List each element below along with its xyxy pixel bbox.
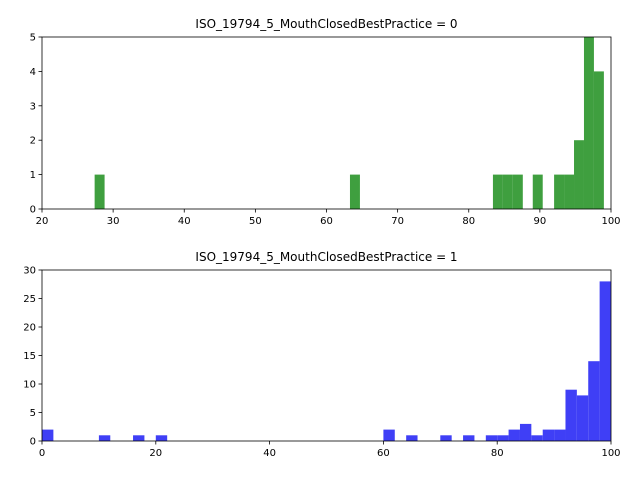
x-tick-label: 100 bbox=[601, 216, 620, 227]
histogram-mouth-closed-1: ISO_19794_5_MouthClosedBestPractice = 1 0… bbox=[23, 250, 620, 459]
y-tick-label: 15 bbox=[23, 351, 36, 362]
axes-frame bbox=[41, 269, 612, 442]
chart-title: ISO_19794_5_MouthClosedBestPractice = 0 bbox=[195, 17, 457, 31]
y-tick-label: 5 bbox=[30, 33, 36, 44]
x-tick-label: 20 bbox=[149, 448, 162, 459]
x-tick-label: 60 bbox=[320, 216, 333, 227]
histogram-bar bbox=[599, 281, 611, 441]
histogram-bar bbox=[574, 140, 584, 209]
histogram-bar bbox=[554, 429, 566, 441]
histogram-bar bbox=[406, 435, 418, 441]
x-tick-label: 60 bbox=[377, 448, 390, 459]
y-tick-label: 4 bbox=[30, 67, 36, 78]
x-tick-label: 30 bbox=[107, 216, 120, 227]
histogram-bar bbox=[502, 174, 513, 209]
y-tick-label: 5 bbox=[30, 408, 36, 419]
histogram-bar bbox=[542, 429, 555, 441]
x-tick-label: 80 bbox=[491, 448, 504, 459]
histogram-bar bbox=[133, 435, 145, 441]
histogram-bar bbox=[94, 174, 105, 209]
y-tick-label: 10 bbox=[23, 380, 36, 391]
y-tick-label: 30 bbox=[23, 266, 36, 277]
chart-title: ISO_19794_5_MouthClosedBestPractice = 1 bbox=[195, 250, 457, 264]
x-tick-label: 40 bbox=[178, 216, 191, 227]
x-tick-label: 100 bbox=[601, 448, 620, 459]
histogram-bar bbox=[565, 389, 577, 441]
histogram-bar bbox=[463, 435, 475, 441]
histogram-bar bbox=[508, 429, 520, 441]
x-tick-label: 40 bbox=[263, 448, 276, 459]
x-tick-label: 90 bbox=[534, 216, 547, 227]
histogram-bar bbox=[512, 174, 523, 209]
x-tick-label: 50 bbox=[249, 216, 262, 227]
histogram-bar bbox=[492, 174, 503, 209]
histogram-bar bbox=[531, 435, 543, 441]
axes-frame bbox=[41, 36, 612, 210]
histogram-bar bbox=[497, 435, 509, 441]
histogram-bar bbox=[440, 435, 452, 441]
y-tick-label: 25 bbox=[23, 294, 36, 305]
histogram-bar bbox=[42, 429, 54, 441]
x-tick-label: 20 bbox=[36, 216, 49, 227]
histogram-bar bbox=[593, 71, 604, 210]
y-tick-label: 0 bbox=[30, 437, 36, 448]
y-tick-label: 2 bbox=[30, 136, 36, 147]
histogram-bar bbox=[485, 435, 498, 441]
histogram-bar bbox=[532, 174, 543, 209]
histogram-bar bbox=[588, 361, 600, 441]
x-tick-label: 70 bbox=[391, 216, 404, 227]
histogram-bar bbox=[349, 174, 360, 209]
y-tick-label: 0 bbox=[30, 205, 36, 216]
y-tick-label: 1 bbox=[30, 170, 36, 181]
histogram-bar bbox=[554, 174, 565, 209]
histogram-bar bbox=[155, 435, 168, 441]
histogram-bar bbox=[98, 435, 111, 441]
histogram-bar bbox=[519, 423, 532, 441]
histogram-bar bbox=[583, 37, 594, 209]
histogram-bar bbox=[383, 429, 395, 441]
histogram-mouth-closed-0: ISO_19794_5_MouthClosedBestPractice = 0 2… bbox=[30, 17, 621, 227]
x-tick-label: 0 bbox=[39, 448, 45, 459]
x-tick-label: 80 bbox=[462, 216, 475, 227]
histogram-bar bbox=[576, 395, 589, 441]
histogram-bar bbox=[564, 174, 575, 209]
y-tick-label: 3 bbox=[30, 101, 36, 112]
y-tick-label: 20 bbox=[23, 323, 36, 334]
